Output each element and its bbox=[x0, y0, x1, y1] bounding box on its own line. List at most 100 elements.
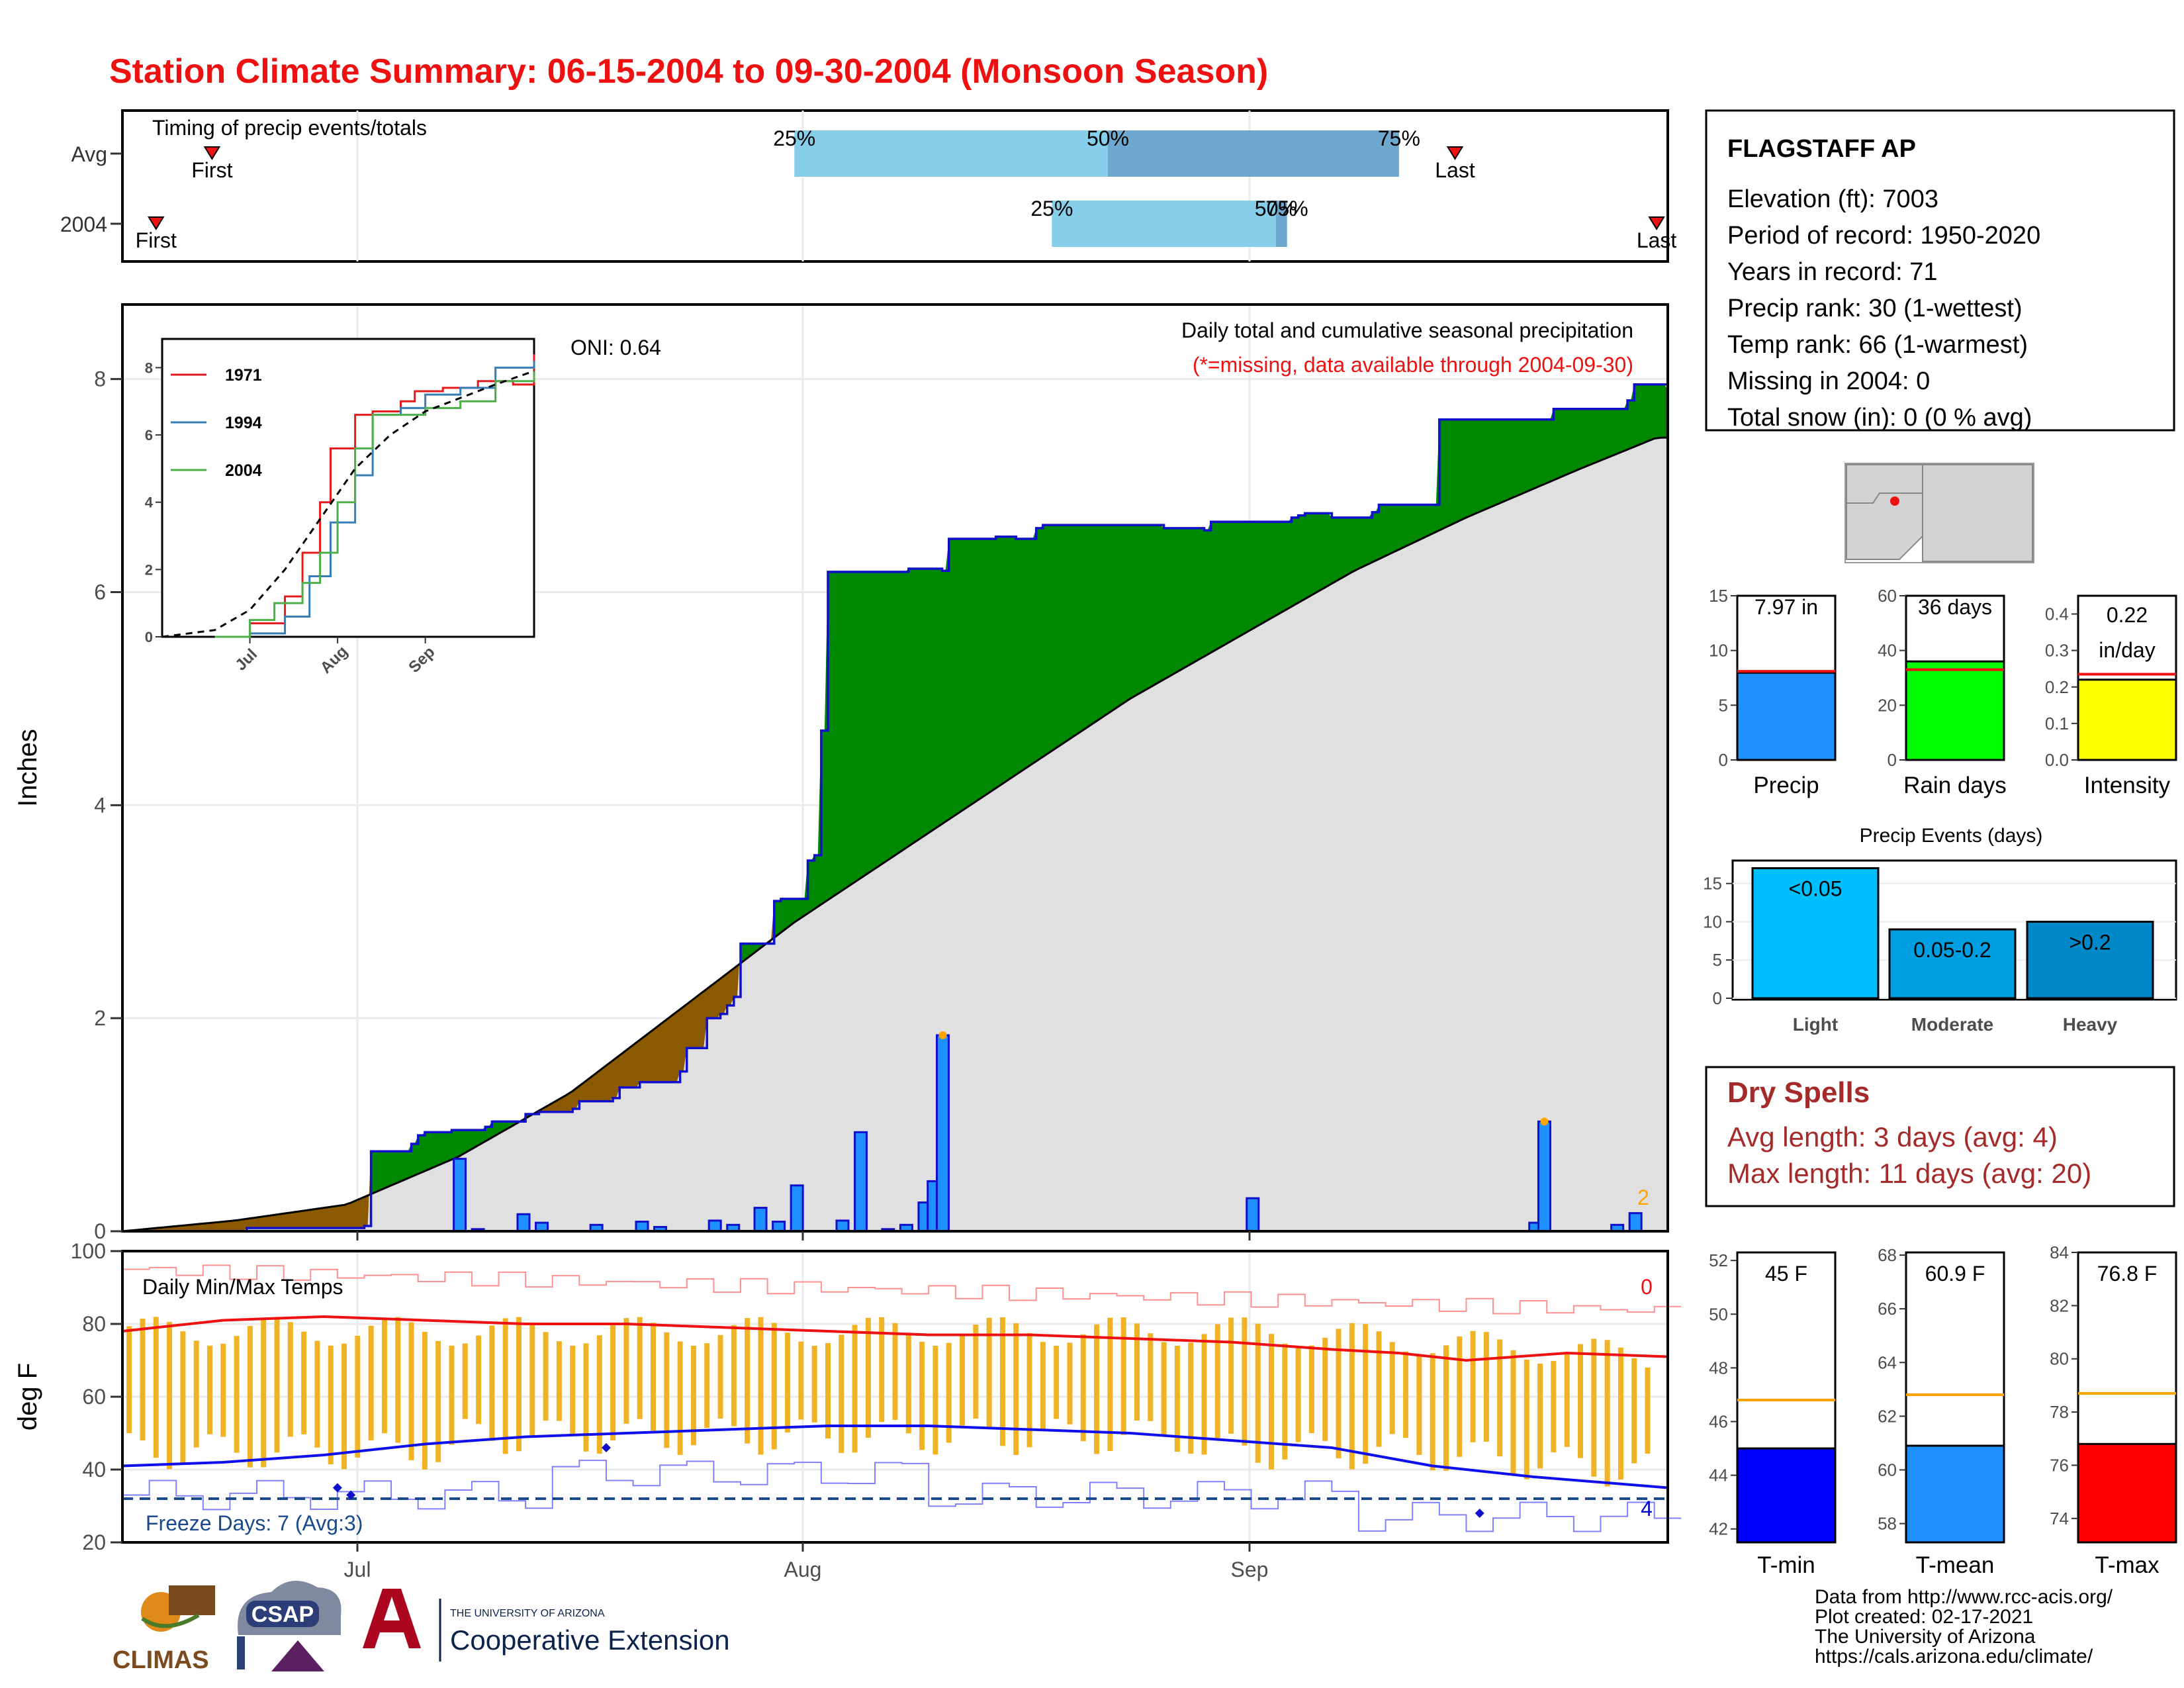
temp-daily-bar bbox=[1134, 1323, 1140, 1421]
timing-first-label: First bbox=[136, 228, 177, 252]
timing-bar-upper bbox=[1275, 201, 1287, 247]
month-tick-label: Sep bbox=[1231, 1558, 1269, 1581]
timing-pct75-label: 75% bbox=[1266, 197, 1308, 220]
month-tick-label: Jul bbox=[344, 1558, 371, 1581]
events-ytick-label: 15 bbox=[1703, 874, 1722, 894]
temp-daily-bar bbox=[933, 1345, 938, 1455]
daily-precip-bar bbox=[753, 1207, 768, 1233]
temp-daily-bar bbox=[180, 1331, 186, 1464]
temp-daily-bar bbox=[1242, 1317, 1248, 1446]
temp-daily-bar bbox=[449, 1345, 455, 1445]
daily-precip-max-dot bbox=[938, 1031, 947, 1039]
temp-daily-bar bbox=[1524, 1359, 1529, 1479]
temp-daily-bar bbox=[798, 1341, 804, 1420]
daily-precip-bar bbox=[707, 1219, 722, 1233]
dry-spells-box: Dry Spells Avg length: 3 days (avg: 4) M… bbox=[1705, 1066, 2175, 1207]
temp-daily-bar bbox=[153, 1317, 159, 1458]
temp-daily-bar bbox=[570, 1345, 576, 1436]
temp-daily-bar bbox=[206, 1345, 212, 1434]
station-missing: Missing in 2004: 0 bbox=[1727, 367, 1930, 395]
temp-daily-bar bbox=[1120, 1317, 1126, 1435]
temp-daily-bar bbox=[1255, 1323, 1261, 1463]
daily-precip-bar bbox=[936, 1034, 950, 1233]
timing-bar-lower bbox=[794, 130, 1108, 177]
station-snow: Total snow (in): 0 (0 % avg) bbox=[1727, 404, 2032, 432]
tempsum-category: T-max bbox=[2095, 1552, 2160, 1578]
timing-first-marker bbox=[203, 146, 221, 160]
temp-daily-bar bbox=[1591, 1338, 1597, 1477]
temp-daily-bar bbox=[1228, 1317, 1234, 1434]
month-tick-label: Aug bbox=[784, 1558, 822, 1581]
timing-first-label: First bbox=[191, 158, 232, 182]
precip-diff-area bbox=[126, 1151, 371, 1231]
events-category: Moderate bbox=[1911, 1014, 1993, 1035]
temp-daily-bar bbox=[731, 1325, 737, 1427]
tempsum-ytick-label: 64 bbox=[1878, 1352, 1897, 1372]
inset-ytick-label: 4 bbox=[145, 494, 154, 511]
temp-daily-bar bbox=[1551, 1360, 1557, 1453]
daily-precip-bar bbox=[790, 1184, 804, 1233]
totals-ytick-label: 5 bbox=[1719, 695, 1728, 715]
temp-daily-bar bbox=[1080, 1334, 1086, 1442]
temp-daily-bar bbox=[1282, 1343, 1288, 1460]
tempsum-ytick-label: 82 bbox=[2050, 1295, 2069, 1315]
temp-daily-bar bbox=[1040, 1342, 1046, 1430]
timing-row-avg: Avg bbox=[71, 142, 107, 166]
precip-marks bbox=[122, 383, 1669, 1233]
dry-spells-max: Max length: 11 days (avg: 20) bbox=[1727, 1158, 2091, 1189]
temp-daily-bar bbox=[462, 1343, 468, 1419]
inset-ytick-label: 0 bbox=[145, 629, 153, 645]
climas-logo-text: CLIMAS bbox=[113, 1646, 209, 1674]
temp-ytick-label: 80 bbox=[82, 1312, 106, 1336]
precip-diff-area bbox=[774, 384, 1668, 938]
temp-daily-bar bbox=[1054, 1345, 1060, 1419]
temp-daily-bar bbox=[1161, 1342, 1167, 1436]
temp-daily-bar bbox=[839, 1335, 844, 1453]
events-marks: 0 5 10 15 <0.05 Light 0.05-0.2 Moderate >0.2 Heav… bbox=[1703, 867, 2176, 1035]
tempsum-ytick-label: 46 bbox=[1709, 1412, 1728, 1432]
tempsum-ytick-label: 68 bbox=[1878, 1245, 1897, 1265]
csap-logo-text: CSAP bbox=[251, 1602, 314, 1627]
totals-ytick-label: 0 bbox=[1888, 750, 1897, 770]
precip-avg-line bbox=[122, 436, 1668, 1233]
climas-logo: CLIMAS bbox=[113, 1585, 215, 1674]
temp-daily-bar bbox=[489, 1325, 495, 1441]
events-bar bbox=[1751, 867, 1880, 1000]
daily-precip-bar bbox=[854, 1131, 868, 1233]
tempsum-ytick-label: 76 bbox=[2050, 1455, 2069, 1475]
temp-daily-bar bbox=[758, 1317, 764, 1455]
temp-daily-bar bbox=[193, 1340, 199, 1448]
precip-ytick-label: 0 bbox=[94, 1219, 106, 1243]
precip-y-axis: 0 2 4 6 8 bbox=[94, 367, 1251, 1243]
temp-daily-bar bbox=[785, 1333, 791, 1433]
temp-y-axis: 20 40 60 80 100 bbox=[71, 1239, 122, 1554]
totals-ytick-label: 20 bbox=[1878, 695, 1897, 715]
temp-daily-bar bbox=[811, 1345, 817, 1423]
temp-daily-bar bbox=[1645, 1367, 1651, 1454]
totals-ytick-label: 0.3 bbox=[2045, 641, 2069, 661]
temp-daily-bar bbox=[1201, 1334, 1207, 1455]
tempsum-value-label: 76.8 F bbox=[2097, 1262, 2158, 1286]
totals-ytick-label: 0.0 bbox=[2045, 750, 2069, 770]
temp-daily-bar bbox=[1564, 1352, 1570, 1447]
timing-pct75-label: 75% bbox=[1378, 126, 1420, 150]
temp-daily-bar bbox=[852, 1325, 858, 1453]
temp-summary-charts: 42 44 46 48 50 52 45 F T-min 58 60 62 64 66 68 60.9 F T… bbox=[1709, 1243, 2177, 1578]
temp-count-bottom: 4 bbox=[1641, 1497, 1653, 1521]
timing-bar-upper bbox=[1107, 130, 1399, 177]
temp-daily-bar bbox=[435, 1340, 441, 1462]
timing-bar-lower bbox=[1052, 201, 1276, 247]
timing-pct25-label: 25% bbox=[1030, 197, 1073, 220]
totals-bar bbox=[1736, 671, 1837, 761]
station-period: Period of record: 1950-2020 bbox=[1727, 222, 2040, 250]
ua-name: THE UNIVERSITY OF ARIZONA bbox=[450, 1608, 605, 1619]
temp-daily-bar bbox=[1214, 1324, 1220, 1438]
precip-2004-line bbox=[122, 383, 1669, 1233]
timing-pct25-label: 25% bbox=[773, 126, 815, 150]
temp-daily-bar bbox=[502, 1318, 508, 1454]
temp-daily-bar bbox=[220, 1343, 226, 1437]
totals-ytick-label: 60 bbox=[1878, 586, 1897, 606]
temp-daily-bar bbox=[1067, 1342, 1073, 1425]
tempsum-value-label: 60.9 F bbox=[1925, 1262, 1985, 1286]
